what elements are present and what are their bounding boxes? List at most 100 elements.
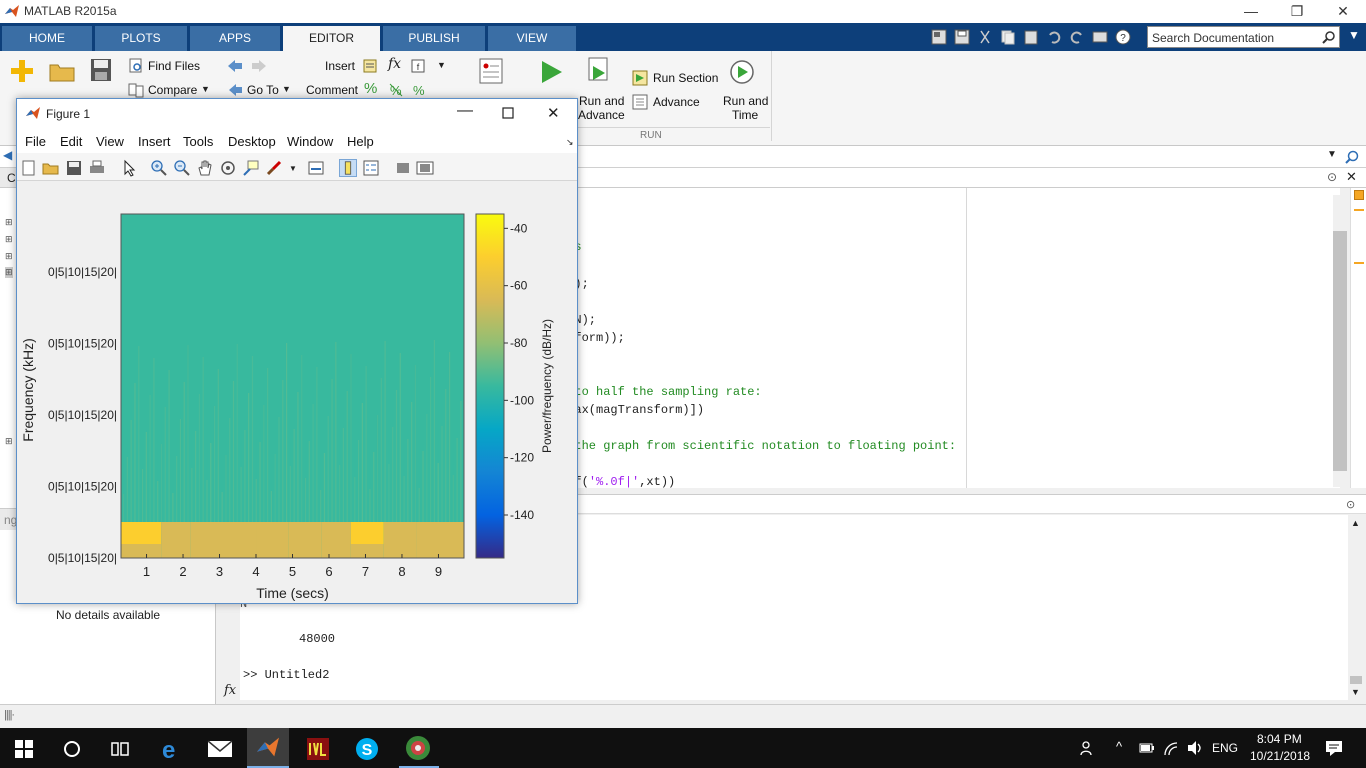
code-line[interactable]: f the graph from scientific notation to … bbox=[560, 439, 957, 453]
cortana-search-icon[interactable] bbox=[62, 739, 82, 759]
figure-window[interactable]: Figure 1 — ✕ File Edit View Insert Tools… bbox=[16, 98, 578, 604]
switch-windows-icon[interactable] bbox=[1090, 27, 1110, 47]
insert-section-icon[interactable] bbox=[362, 58, 378, 74]
code-line[interactable]: max(magTransform)]) bbox=[560, 403, 705, 417]
menu-edit[interactable]: Edit bbox=[60, 134, 83, 149]
insert-dropdown-icon[interactable]: ▼ bbox=[437, 60, 446, 70]
brush-dropdown-icon[interactable]: ▼ bbox=[289, 164, 297, 173]
editor-close-icon[interactable]: ✕ bbox=[1346, 169, 1357, 184]
menu-tools[interactable]: Tools bbox=[183, 134, 214, 149]
menu-file[interactable]: File bbox=[25, 134, 46, 149]
command-scrollbar[interactable]: ▲ ▼ bbox=[1349, 515, 1363, 700]
brush-icon[interactable] bbox=[265, 159, 283, 177]
code-line[interactable]: o to half the sampling rate: bbox=[560, 385, 762, 399]
insert-function-icon[interactable]: fx bbox=[388, 56, 402, 72]
matlab-taskbar-button[interactable] bbox=[247, 728, 289, 768]
tab-apps[interactable]: APPS bbox=[190, 26, 280, 51]
run-and-advance-icon[interactable] bbox=[585, 56, 613, 86]
advance-label[interactable]: Advance bbox=[653, 95, 700, 109]
advance-icon[interactable] bbox=[632, 94, 648, 110]
expand-icon-2[interactable]: ⊞ bbox=[5, 234, 13, 244]
editor-actions-icon[interactable]: ⊙ bbox=[1327, 170, 1338, 184]
tab-editor[interactable]: EDITOR bbox=[283, 26, 380, 51]
breakpoints-icon[interactable] bbox=[478, 57, 504, 85]
go-to-icon[interactable] bbox=[226, 83, 244, 97]
winamp-icon[interactable] bbox=[306, 737, 330, 761]
network-icon[interactable] bbox=[1163, 740, 1179, 756]
menu-view[interactable]: View bbox=[96, 134, 124, 149]
figure-title-bar[interactable]: Figure 1 — ✕ bbox=[17, 99, 577, 129]
compare-icon[interactable] bbox=[128, 82, 144, 98]
insert-label[interactable]: Insert bbox=[325, 59, 356, 73]
save-file-icon[interactable] bbox=[89, 57, 113, 83]
back-nav-icon[interactable]: ◀ bbox=[3, 148, 13, 162]
task-view-icon[interactable] bbox=[110, 739, 130, 759]
expand-icon-4[interactable]: ⊞ bbox=[5, 267, 13, 278]
collapse-ribbon-icon[interactable]: ▼ bbox=[1348, 28, 1360, 42]
volume-icon[interactable] bbox=[1186, 740, 1204, 756]
spectrogram-chart[interactable]: 1 2 3 4 5 6 7 8 9 0|5|10|15|20| 0|5|10|15|20| 0|5|1… bbox=[17, 182, 577, 603]
open-folder-icon[interactable] bbox=[48, 59, 76, 83]
zoom-in-icon[interactable] bbox=[150, 159, 168, 177]
scroll-down-icon[interactable]: ▼ bbox=[1351, 687, 1360, 697]
skype-icon[interactable]: S bbox=[355, 737, 379, 761]
comment-percent-icon[interactable]: % bbox=[364, 80, 378, 97]
menu-help[interactable]: Help bbox=[347, 134, 374, 149]
code-editor[interactable]: nts rm); 2,N); nsform)); o to half the s… bbox=[560, 188, 1340, 489]
go-to-dropdown-icon[interactable]: ▼ bbox=[282, 84, 291, 94]
expand-icon-5[interactable]: ⊞ bbox=[5, 436, 13, 446]
address-search-icon[interactable] bbox=[1344, 149, 1360, 165]
uncomment-icon[interactable]: % bbox=[388, 82, 404, 98]
show-hidden-icons-icon[interactable]: ^ bbox=[1116, 739, 1123, 754]
tab-view[interactable]: VIEW bbox=[488, 26, 576, 51]
close-button[interactable]: ✕ bbox=[1337, 3, 1349, 19]
print-icon[interactable] bbox=[88, 159, 106, 177]
restore-button[interactable]: ❐ bbox=[1290, 3, 1304, 19]
search-icon[interactable] bbox=[1322, 30, 1336, 44]
insert-script-icon[interactable]: f bbox=[410, 58, 426, 74]
scroll-up-icon[interactable]: ▲ bbox=[1351, 518, 1360, 528]
run-and-advance-label-1[interactable]: Run and bbox=[579, 94, 625, 108]
help-icon[interactable]: ? bbox=[1113, 27, 1133, 47]
code-analyzer-bar[interactable] bbox=[1350, 188, 1366, 488]
editor-scroll-thumb[interactable] bbox=[1333, 231, 1347, 471]
copy-icon[interactable] bbox=[998, 27, 1018, 47]
zoom-out-icon[interactable] bbox=[173, 159, 191, 177]
menu-desktop[interactable]: Desktop bbox=[228, 134, 276, 149]
tab-home[interactable]: HOME bbox=[2, 26, 92, 51]
warning-mark[interactable] bbox=[1354, 262, 1364, 264]
figure-close-button[interactable]: ✕ bbox=[547, 105, 560, 122]
run-and-advance-label-2[interactable]: Advance bbox=[578, 108, 625, 122]
rotate-3d-icon[interactable] bbox=[219, 159, 237, 177]
menu-insert[interactable]: Insert bbox=[138, 134, 171, 149]
paste-icon[interactable] bbox=[1021, 27, 1041, 47]
figure-maximize-button[interactable] bbox=[502, 107, 514, 119]
wrap-comments-icon[interactable]: % bbox=[412, 82, 428, 98]
menu-window[interactable]: Window bbox=[287, 134, 334, 149]
clock-time[interactable]: 8:04 PM bbox=[1257, 732, 1302, 746]
run-and-time-label-1[interactable]: Run and bbox=[723, 94, 769, 108]
clock-date[interactable]: 10/21/2018 bbox=[1250, 749, 1311, 763]
forward-arrow-icon[interactable] bbox=[250, 59, 268, 73]
run-section-label[interactable]: Run Section bbox=[653, 71, 719, 85]
editor-scrollbar[interactable] bbox=[1333, 195, 1347, 487]
legend-icon[interactable] bbox=[362, 159, 380, 177]
figure-canvas[interactable]: 1 2 3 4 5 6 7 8 9 0|5|10|15|20| 0|5|10|15|20| 0|5|1… bbox=[17, 182, 577, 603]
battery-icon[interactable] bbox=[1139, 741, 1155, 755]
link-plot-icon[interactable] bbox=[307, 159, 325, 177]
run-and-time-icon[interactable] bbox=[728, 56, 756, 86]
find-files-label[interactable]: Find Files bbox=[148, 59, 201, 73]
search-documentation-input[interactable]: Search Documentation bbox=[1147, 26, 1340, 48]
figure-minimize-button[interactable]: — bbox=[457, 102, 473, 119]
expand-icon-1[interactable]: ⊞ bbox=[5, 217, 13, 227]
media-app-taskbar-button[interactable] bbox=[399, 728, 439, 768]
new-figure-icon[interactable] bbox=[20, 159, 38, 177]
find-files-icon[interactable] bbox=[128, 58, 144, 74]
edge-browser-icon[interactable]: e bbox=[160, 737, 184, 761]
run-and-time-label-2[interactable]: Time bbox=[732, 108, 759, 122]
undo-icon[interactable] bbox=[1044, 27, 1064, 47]
edit-plot-arrow-icon[interactable] bbox=[120, 159, 138, 177]
compare-dropdown-icon[interactable]: ▼ bbox=[201, 84, 210, 94]
pan-hand-icon[interactable] bbox=[196, 159, 214, 177]
command-scroll-thumb[interactable] bbox=[1350, 676, 1362, 684]
